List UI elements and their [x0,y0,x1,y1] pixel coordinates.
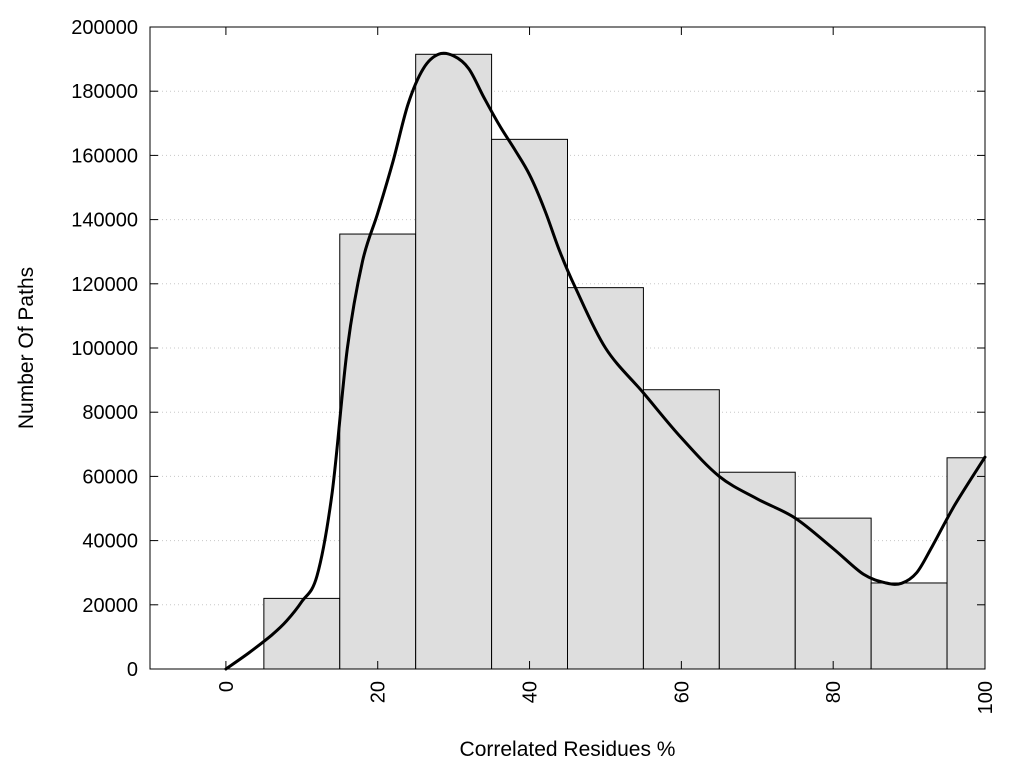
histogram-bar [642,389,720,670]
x-tick-label: 80 [823,681,845,703]
y-tick-label: 200000 [71,17,138,39]
density-curve-layer [224,51,987,671]
x-axis-title: Correlated Residues % [460,738,676,761]
y-tick-label: 40000 [82,531,138,553]
y-axis-ticks: 0 20000 40000 60000 80000 100000 120000 140000 1… [71,17,985,681]
y-tick-label: 160000 [71,145,138,167]
y-tick-label: 140000 [71,210,138,232]
histogram-bar [718,471,796,670]
x-tick-label: 60 [671,681,693,703]
histogram-bar [870,582,948,670]
y-tick-label: 60000 [82,466,138,488]
y-tick-label: 100000 [71,338,138,360]
x-axis-ticks: 0 20 40 60 80 100 [216,27,997,714]
y-tick-label: 20000 [82,595,138,617]
histogram-bar [567,287,644,670]
y-tick-label: 80000 [82,402,138,424]
histogram-bar [263,597,341,670]
x-tick-label: 0 [216,681,238,692]
y-tick-label: 120000 [71,274,138,296]
y-axis-title: Number Of Paths [15,267,38,429]
x-tick-label: 20 [368,681,390,703]
histogram-bars [263,53,986,670]
x-tick-label: 40 [520,681,542,703]
histogram-bar [339,233,417,670]
y-tick-label: 180000 [71,81,138,103]
histogram-bar [946,457,986,670]
density-curve [224,51,987,671]
histogram-bar [491,138,568,670]
y-tick-label: 0 [127,659,138,681]
x-tick-label: 100 [975,681,997,714]
histogram-bar [415,53,493,670]
histogram-bar [794,517,872,670]
